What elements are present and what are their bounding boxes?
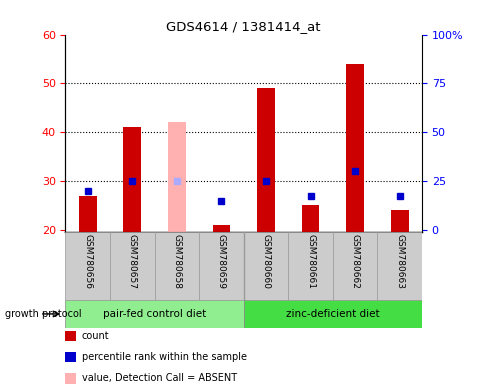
Text: value, Detection Call = ABSENT: value, Detection Call = ABSENT: [82, 373, 237, 383]
Bar: [212, 225, 230, 232]
Bar: [287, 232, 332, 300]
Text: zinc-deficient diet: zinc-deficient diet: [286, 309, 379, 319]
Bar: [346, 64, 363, 232]
Bar: [79, 196, 96, 232]
Text: GSM780656: GSM780656: [83, 234, 92, 289]
Bar: [301, 205, 319, 232]
Bar: [199, 232, 243, 300]
Bar: [65, 300, 243, 328]
Bar: [154, 232, 199, 300]
Text: GSM780658: GSM780658: [172, 234, 181, 289]
Text: GSM780657: GSM780657: [128, 234, 136, 289]
Bar: [257, 88, 274, 232]
Bar: [110, 232, 154, 300]
Text: GSM780661: GSM780661: [305, 234, 315, 289]
Bar: [123, 127, 141, 232]
Title: GDS4614 / 1381414_at: GDS4614 / 1381414_at: [166, 20, 320, 33]
Text: percentile rank within the sample: percentile rank within the sample: [82, 352, 246, 362]
Text: GSM780660: GSM780660: [261, 234, 270, 289]
Text: GSM780659: GSM780659: [216, 234, 226, 289]
Text: growth protocol: growth protocol: [5, 309, 81, 319]
Bar: [167, 122, 185, 232]
Bar: [65, 232, 110, 300]
Bar: [243, 232, 287, 300]
Text: GSM780662: GSM780662: [350, 234, 359, 289]
Bar: [390, 210, 408, 232]
Bar: [332, 232, 377, 300]
Bar: [377, 232, 421, 300]
Text: pair-fed control diet: pair-fed control diet: [103, 309, 206, 319]
Text: GSM780663: GSM780663: [394, 234, 403, 289]
Text: count: count: [82, 331, 109, 341]
Bar: [243, 300, 421, 328]
